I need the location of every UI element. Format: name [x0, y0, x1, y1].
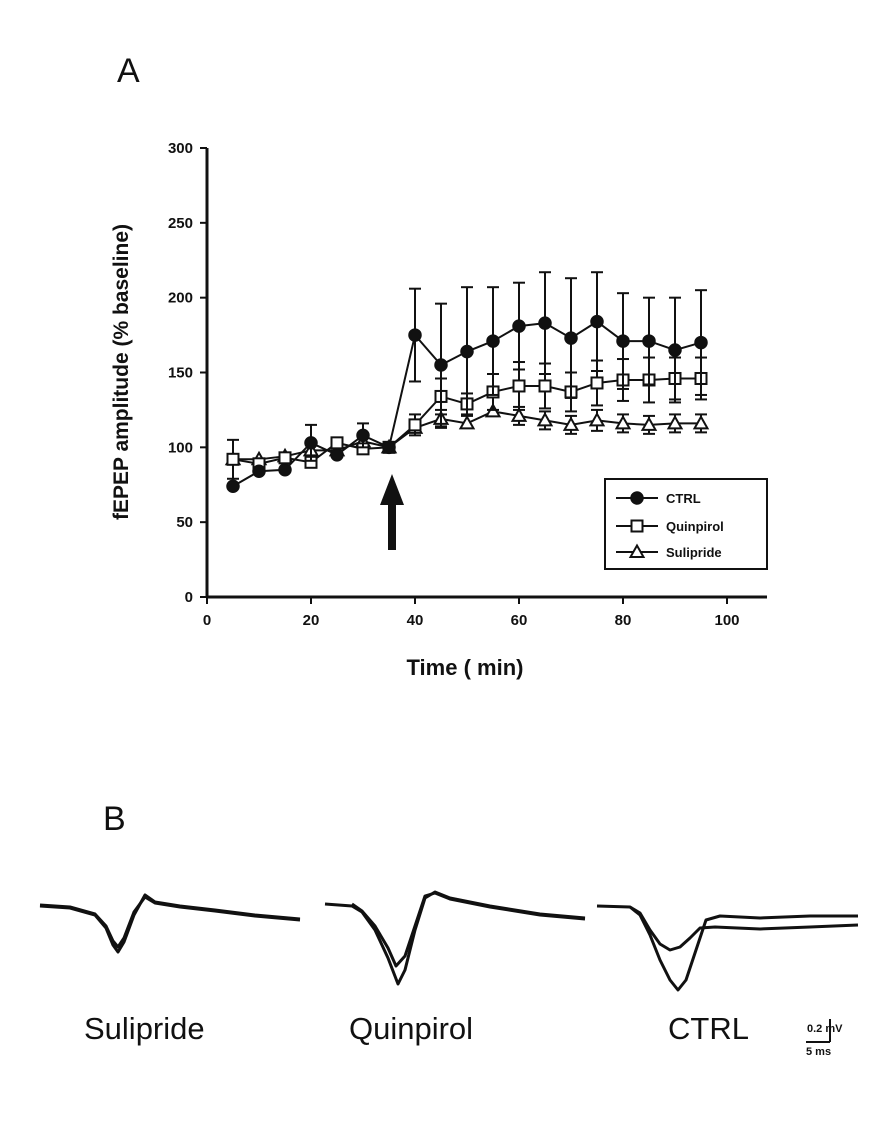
data-point-ctrl [616, 334, 630, 348]
data-point-sulipride [510, 407, 528, 422]
data-point-sulipride [588, 411, 606, 427]
y-tick-label: 0 [185, 589, 193, 606]
chart-annotations [380, 474, 404, 550]
trace-sulipride [39, 893, 301, 954]
x-tick-label: 60 [511, 612, 528, 629]
panel-a-label: A [117, 52, 140, 90]
data-point-sulipride [640, 416, 658, 431]
trace-quinpirol [324, 890, 586, 986]
y-tick-label: 250 [168, 215, 193, 232]
legend-label: Sulipride [666, 545, 722, 560]
data-point-ctrl [694, 335, 708, 350]
data-point-ctrl [642, 334, 656, 348]
data-point-ctrl [590, 314, 604, 329]
data-point-ctrl [668, 343, 682, 357]
data-point-ctrl [330, 448, 344, 462]
data-point-ctrl [278, 463, 292, 477]
data-point-ctrl [512, 319, 526, 333]
data-point-quinpirol [512, 379, 526, 393]
y-tick-label: 150 [168, 365, 193, 382]
legend-label: Quinpirol [666, 519, 724, 534]
data-point-quinpirol [538, 379, 552, 393]
data-point-sulipride [458, 414, 476, 430]
data-point-ctrl [564, 331, 578, 345]
data-point-sulipride [614, 414, 632, 430]
scale-bar-voltage: 0.2 mV [807, 1023, 843, 1035]
x-tick-label: 40 [407, 612, 424, 629]
y-tick-label: 200 [168, 290, 193, 307]
ltp-time-course-chart: 0 50 100 150 200 250 300 0 20 40 60 80 100 CTRL Quinp… [110, 140, 768, 680]
y-tick-label: 100 [168, 439, 193, 456]
series-ctrl [226, 271, 708, 493]
x-tick-label: 100 [714, 612, 739, 629]
data-point-ctrl [630, 491, 644, 505]
scale-bar-time: 5 ms [806, 1046, 831, 1058]
data-point-sulipride [562, 416, 580, 431]
data-point-ctrl [486, 334, 500, 348]
data-point-sulipride [628, 543, 646, 558]
data-point-ctrl [252, 464, 266, 479]
data-point-ctrl [434, 358, 448, 372]
data-point-ctrl [538, 316, 552, 330]
data-point-quinpirol [408, 418, 422, 432]
data-point-sulipride [666, 414, 684, 430]
trace-label-sulipride: Sulipride [84, 1011, 205, 1046]
data-point-ctrl [356, 428, 370, 443]
trace-label-quinpirol: Quinpirol [349, 1011, 474, 1046]
trace-ctrl [596, 904, 859, 992]
data-point-quinpirol [630, 519, 644, 533]
x-tick-label: 0 [203, 612, 211, 629]
data-point-ctrl [460, 344, 474, 359]
chart-axes: 0 50 100 150 200 250 300 0 20 40 60 80 100 [168, 140, 767, 629]
data-point-sulipride [692, 414, 710, 430]
data-point-ctrl [408, 328, 422, 342]
trace-label-ctrl: CTRL [668, 1011, 749, 1046]
data-point-quinpirol [590, 376, 604, 390]
application-arrow [380, 474, 404, 550]
data-point-ctrl [304, 436, 318, 450]
panel-b-label: B [103, 800, 126, 838]
data-point-ctrl [382, 440, 396, 455]
chart-series [224, 271, 710, 493]
x-tick-label: 80 [615, 612, 632, 629]
chart-legend: CTRL Quinpirol Sulipride [604, 478, 768, 570]
y-axis-label: fEPEP amplitude (% baseline) [110, 224, 133, 520]
data-point-quinpirol [226, 452, 240, 466]
y-tick-label: 50 [176, 514, 193, 531]
data-point-sulipride [536, 411, 554, 427]
x-tick-label: 20 [303, 612, 320, 629]
y-tick-label: 300 [168, 140, 193, 157]
scale-bar: 0.2 mV 5 ms [806, 1019, 843, 1058]
data-point-ctrl [226, 479, 240, 493]
x-axis-label: Time ( min) [407, 655, 524, 680]
legend-label: CTRL [666, 491, 701, 506]
